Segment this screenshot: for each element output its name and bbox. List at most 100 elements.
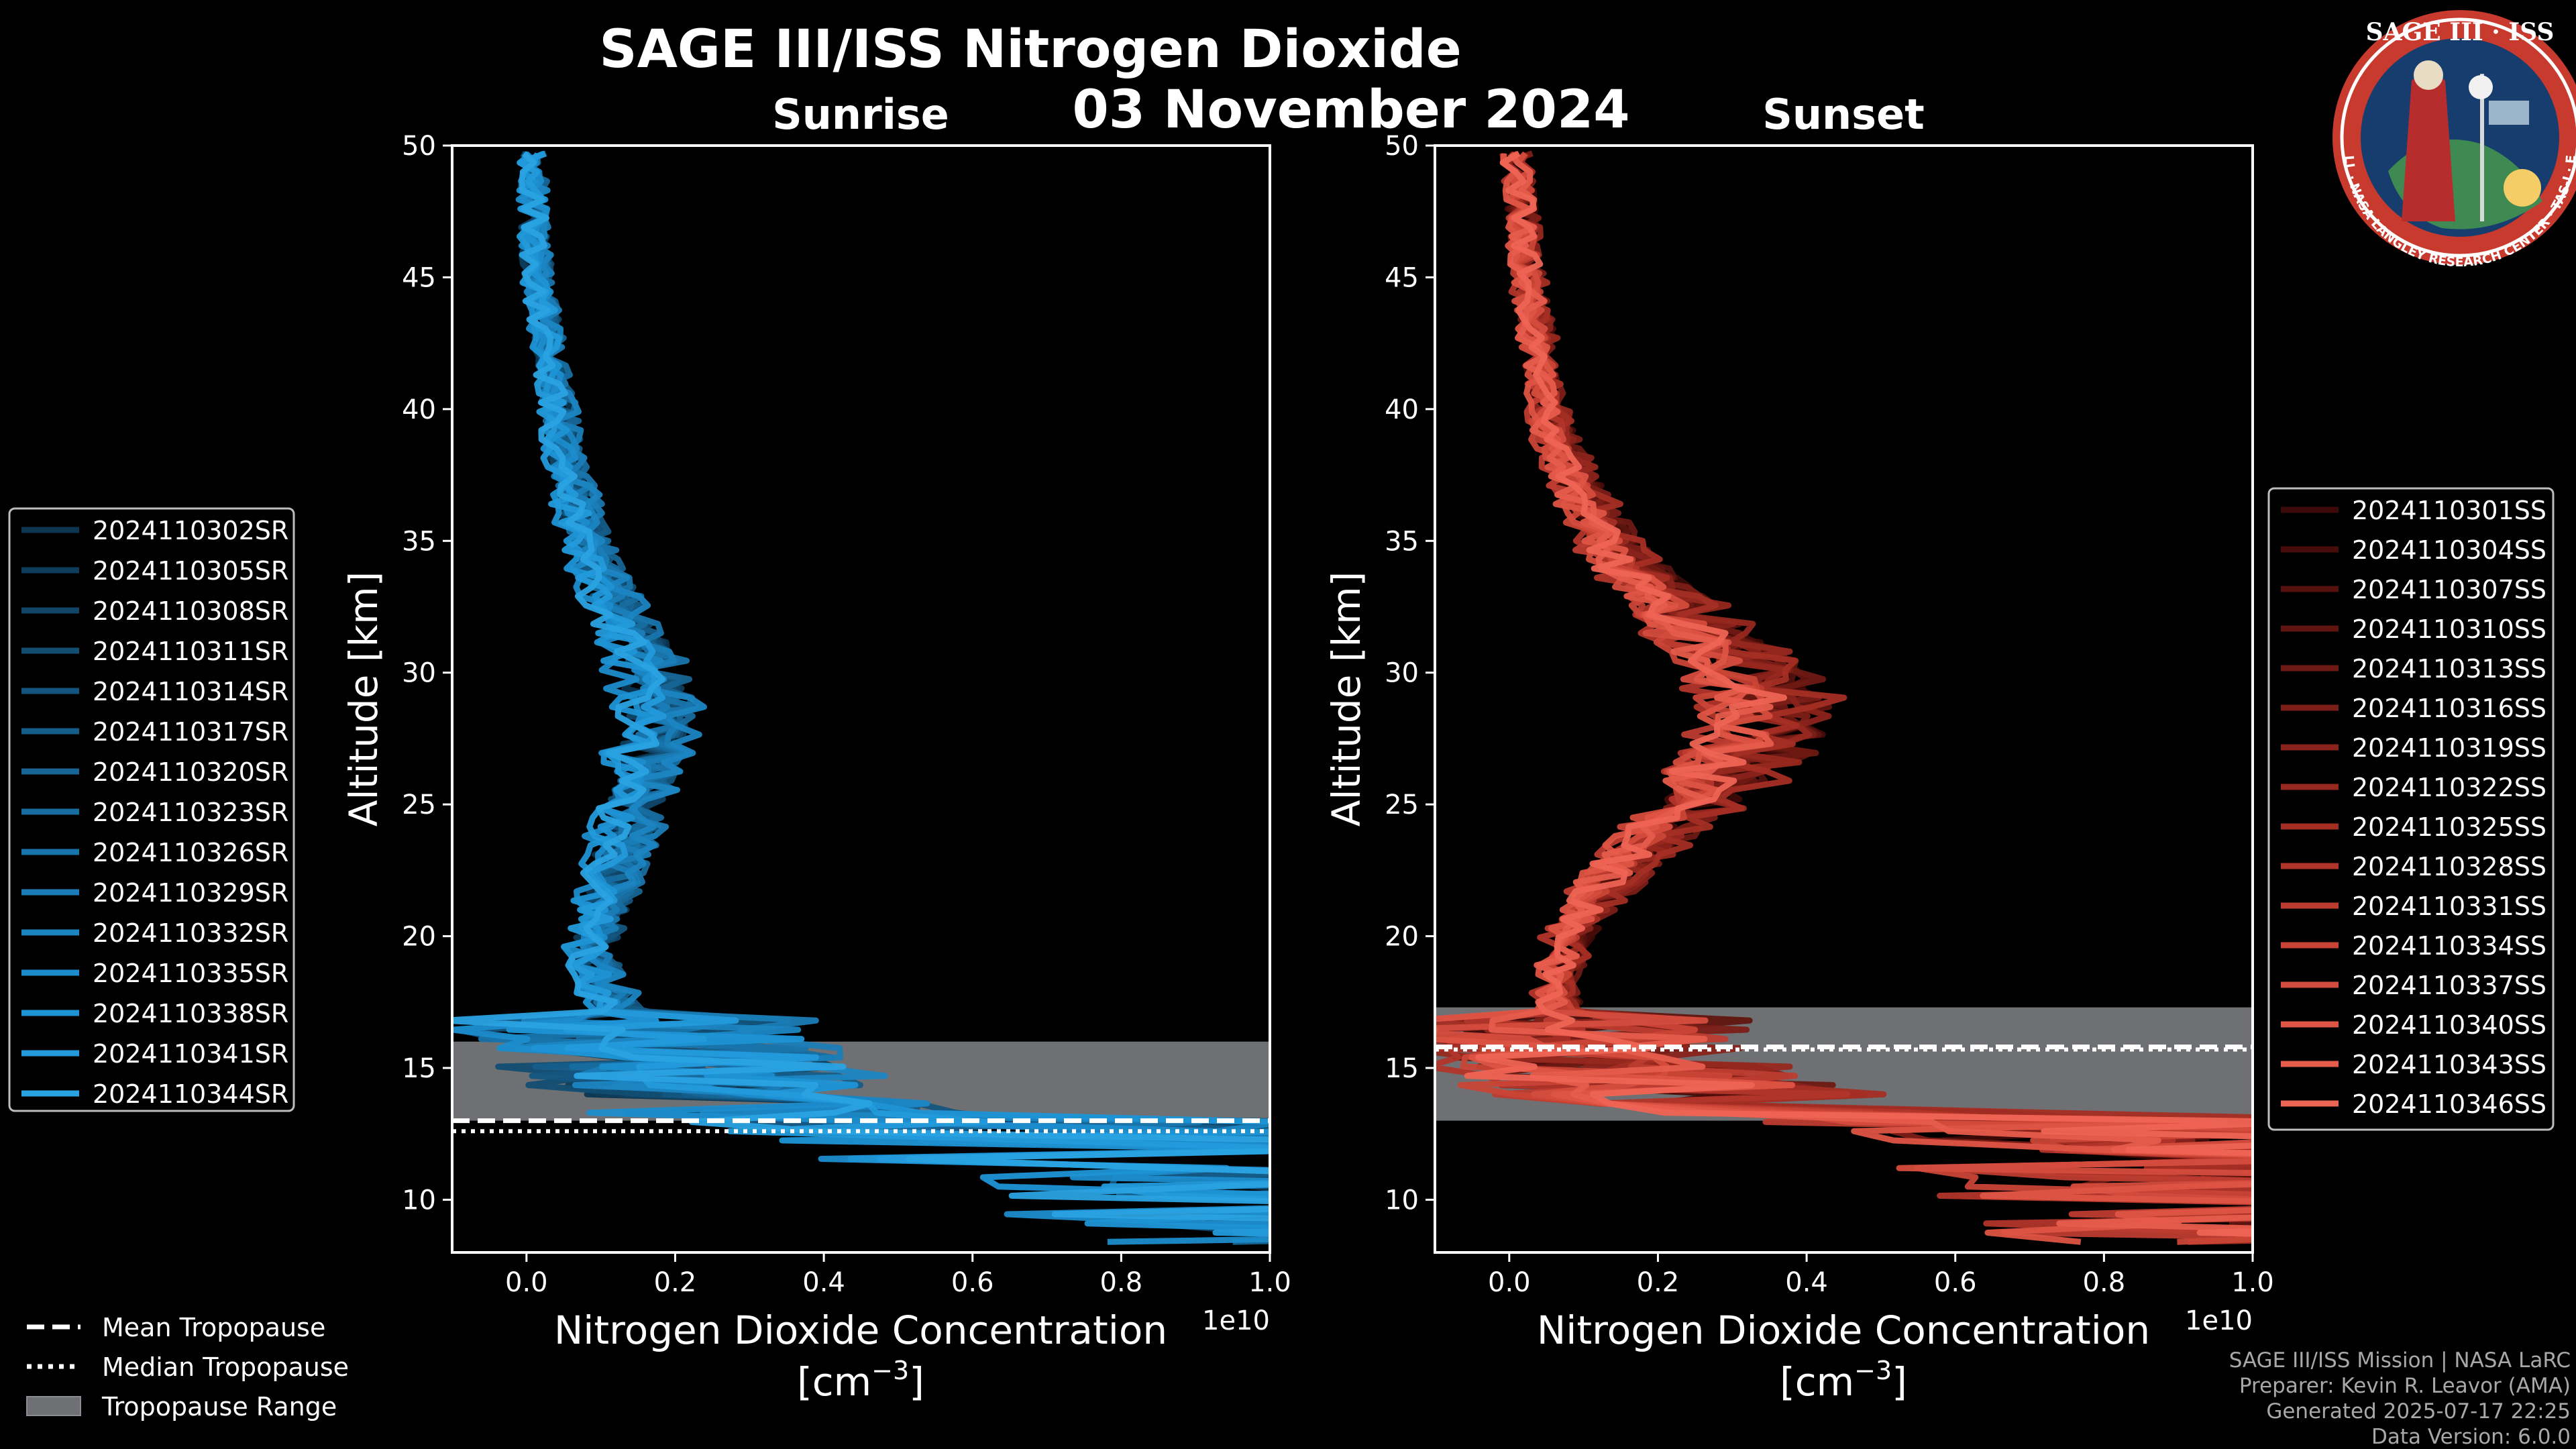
ss-legend-label: 2024110322SS bbox=[2352, 773, 2546, 802]
sunrise-xlabel-unit-sup: −3 bbox=[871, 1356, 909, 1385]
ss-legend-label: 2024110328SS bbox=[2352, 852, 2546, 881]
sr-legend-label: 2024110308SR bbox=[93, 596, 288, 626]
ss-profile-line-2024110343SS bbox=[1489, 152, 2253, 1232]
ss-legend-label: 2024110316SS bbox=[2352, 694, 2546, 723]
median-tropopause-label: Median Tropopause bbox=[102, 1352, 349, 1382]
sunset-axes-frame bbox=[1434, 144, 2254, 1254]
sunset-offset-label: 1e10 bbox=[2185, 1305, 2253, 1336]
sr-ytick-label: 35 bbox=[402, 526, 436, 557]
ss-xtick-label: 0.6 bbox=[1934, 1267, 1977, 1298]
sunset-xlabel-unit: [cm−3] bbox=[1780, 1356, 1907, 1405]
sunrise-xlabel-unit-open: [cm bbox=[797, 1359, 871, 1405]
ss-ytick-label: 20 bbox=[1385, 922, 1419, 953]
ss-ytick-label: 35 bbox=[1385, 526, 1419, 557]
logo-ring-border bbox=[2340, 17, 2576, 258]
sunrise-xlabel-unit: [cm−3] bbox=[797, 1356, 924, 1405]
sr-xtick-label: 0.2 bbox=[654, 1267, 697, 1298]
tropopause-legend: Mean Tropopause Median Tropopause Tropop… bbox=[26, 1313, 349, 1421]
ss-ytick-label: 50 bbox=[1385, 131, 1419, 162]
ss-xtick-label: 0.2 bbox=[1637, 1267, 1680, 1298]
ss-xtick-label: 0.4 bbox=[1785, 1267, 1828, 1298]
ss-legend-label: 2024110331SS bbox=[2352, 892, 2546, 921]
tropopause-range-label: Tropopause Range bbox=[101, 1392, 337, 1421]
sr-legend-label: 2024110335SR bbox=[93, 959, 288, 988]
sr-legend-label: 2024110317SR bbox=[93, 717, 288, 747]
ss-xtick-label: 0.8 bbox=[2083, 1267, 2126, 1298]
ss-profile-line-2024110346SS bbox=[1464, 150, 2253, 1237]
sunset-xlabel-unit-open: [cm bbox=[1780, 1359, 1854, 1405]
sr-legend-label: 2024110332SR bbox=[93, 918, 288, 948]
footer-generated: Generated 2025-07-17 22:25 bbox=[2266, 1399, 2571, 1424]
logo-head-icon bbox=[2414, 60, 2443, 90]
sr-legend-label: 2024110329SR bbox=[93, 878, 288, 908]
sunset-xlabel-unit-sup: −3 bbox=[1854, 1356, 1892, 1385]
tropopause-range-swatch bbox=[26, 1396, 81, 1416]
sr-ytick-label: 40 bbox=[402, 394, 436, 425]
ss-legend-label: 2024110304SS bbox=[2352, 535, 2546, 565]
ss-legend-label: 2024110337SS bbox=[2352, 971, 2546, 1000]
logo-solar-panel-icon bbox=[2489, 101, 2529, 125]
ss-legend-label: 2024110334SS bbox=[2352, 931, 2546, 961]
sunrise-plot-area: 0.0 0.2 0.4 0.6 0.8 1.0 10 15 20 25 30 35 40 45 50 1e1… bbox=[341, 131, 1291, 1405]
sr-xtick-label: 0.4 bbox=[802, 1267, 845, 1298]
sr-legend-label: 2024110314SR bbox=[93, 677, 288, 706]
ss-legend-label: 2024110340SS bbox=[2352, 1010, 2546, 1040]
footer-preparer: Preparer: Kevin R. Leavor (AMA) bbox=[2239, 1374, 2571, 1398]
sr-profile-line-2024110344SR bbox=[452, 151, 1270, 1222]
mean-tropopause-label: Mean Tropopause bbox=[102, 1313, 325, 1342]
ss-ytick-label: 40 bbox=[1385, 394, 1419, 425]
sr-xtick-label: 0.0 bbox=[505, 1267, 548, 1298]
sunset-xlabel-unit-close: ] bbox=[1892, 1359, 1907, 1405]
sunrise-legend-frame bbox=[8, 507, 295, 1112]
sunrise-xlabel: Nitrogen Dioxide Concentration bbox=[554, 1307, 1167, 1353]
sr-legend-label: 2024110323SR bbox=[93, 798, 288, 827]
sunset-legend: 2024110301SS 2024110304SS 2024110307SS 2024… bbox=[2267, 487, 2555, 1131]
sunrise-profile-lines bbox=[452, 150, 1270, 1245]
sunrise-ylabel: Altitude [km] bbox=[341, 572, 386, 826]
ss-legend-label: 2024110343SS bbox=[2352, 1050, 2546, 1079]
ss-legend-label: 2024110325SS bbox=[2352, 812, 2546, 842]
sr-ytick-label: 45 bbox=[402, 262, 436, 293]
sunset-legend-frame bbox=[2267, 487, 2555, 1131]
sr-xtick-label: 0.8 bbox=[1100, 1267, 1143, 1298]
ss-legend-label: 2024110310SS bbox=[2352, 614, 2546, 644]
sunset-axis-ticks: 0.0 0.2 0.4 0.6 0.8 1.0 10 15 20 25 30 35 40 45 50 bbox=[1385, 131, 2274, 1298]
sunrise-axis-ticks: 0.0 0.2 0.4 0.6 0.8 1.0 10 15 20 25 30 35 40 45 50 bbox=[402, 131, 1291, 1298]
main-title: SAGE III/ISS Nitrogen Dioxide bbox=[599, 19, 1461, 80]
date-title: 03 November 2024 bbox=[1072, 80, 1629, 140]
ss-legend-label: 2024110307SS bbox=[2352, 575, 2546, 604]
sunrise-axes-frame bbox=[451, 144, 1271, 1254]
sr-ytick-label: 50 bbox=[402, 131, 436, 162]
logo-moon-icon bbox=[2469, 75, 2493, 99]
sr-legend-label: 2024110305SR bbox=[93, 556, 288, 586]
sr-legend-label: 2024110338SR bbox=[93, 999, 288, 1028]
ss-xtick-label: 0.0 bbox=[1488, 1267, 1531, 1298]
sr-legend-label: 2024110302SR bbox=[93, 516, 288, 545]
ss-legend-label: 2024110301SS bbox=[2352, 496, 2546, 525]
sunset-ylabel: Altitude [km] bbox=[1324, 572, 1369, 826]
ss-ytick-label: 30 bbox=[1385, 658, 1419, 689]
sr-legend-label: 2024110320SR bbox=[93, 757, 288, 787]
sr-legend-label: 2024110311SR bbox=[93, 637, 288, 666]
sunrise-xlabel-unit-close: ] bbox=[909, 1359, 924, 1405]
sunrise-offset-label: 1e10 bbox=[1202, 1305, 1270, 1336]
sr-ytick-label: 15 bbox=[402, 1053, 436, 1084]
logo-figure-icon bbox=[2402, 74, 2455, 221]
sunset-plot-area: 0.0 0.2 0.4 0.6 0.8 1.0 10 15 20 25 30 35 40 45 50 1e1… bbox=[1324, 131, 2274, 1405]
sr-ytick-label: 25 bbox=[402, 790, 436, 820]
sunset-xlabel: Nitrogen Dioxide Concentration bbox=[1537, 1307, 2150, 1353]
sr-legend-label: 2024110326SR bbox=[93, 838, 288, 867]
footer-data-version: Data Version: 6.0.0 bbox=[2371, 1425, 2571, 1449]
ss-legend-label: 2024110313SS bbox=[2352, 654, 2546, 684]
logo-title-text: SAGE III · ISS bbox=[2366, 18, 2555, 46]
ss-ytick-label: 45 bbox=[1385, 262, 1419, 293]
sunrise-panel-title: Sunrise bbox=[772, 90, 949, 139]
sunrise-legend: 2024110302SR 2024110305SR 2024110308SR 2024… bbox=[8, 507, 295, 1112]
logo-sun-icon bbox=[2504, 169, 2541, 207]
sunset-panel-title: Sunset bbox=[1762, 90, 1925, 139]
sr-ytick-label: 30 bbox=[402, 658, 436, 689]
ss-ytick-label: 25 bbox=[1385, 790, 1419, 820]
ss-legend-label: 2024110346SS bbox=[2352, 1089, 2546, 1119]
sunset-profile-lines bbox=[1435, 150, 2253, 1245]
